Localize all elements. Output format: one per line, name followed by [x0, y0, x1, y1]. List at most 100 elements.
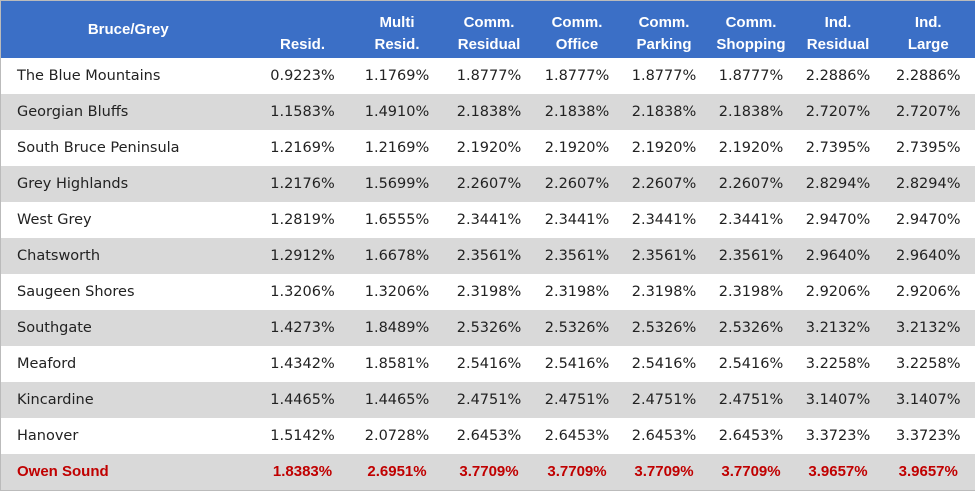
rate-cell: 1.4465% — [349, 381, 445, 418]
rate-cell: 0.9223% — [270, 67, 335, 84]
rate-cell: 1.8489% — [349, 309, 445, 346]
table-row: South Bruce Peninsula 1.2169% 1.2169% 2.192… — [1, 130, 975, 166]
rate-cell: 2.1920% — [456, 139, 522, 156]
rate-cell: 1.3206% — [270, 283, 335, 300]
rate-cell: 1.2819% — [270, 211, 335, 228]
rate-cell: 3.1407% — [881, 381, 975, 418]
municipality-cell: Georgian Bluffs — [0, 93, 256, 130]
rate-cell: 2.2886% — [895, 67, 961, 84]
rate-cell: 1.2176% — [255, 165, 350, 202]
rate-cell: 2.6453% — [631, 427, 697, 444]
rate-cell: 2.2607% — [620, 165, 708, 202]
rate-cell: 2.1920% — [718, 139, 784, 156]
rate-cell: 2.7395% — [895, 139, 961, 156]
rate-cell: 2.3561% — [620, 237, 708, 274]
rate-cell: 1.6555% — [364, 211, 430, 228]
rate-cell: 2.3198% — [544, 283, 610, 300]
table-row: Hanover 1.5142% 2.0728% 2.6453% 2.6453% 2.645… — [1, 418, 975, 454]
rate-cell: 2.5416% — [718, 355, 784, 372]
rate-cell: 2.3441% — [456, 211, 522, 228]
rate-cell: 2.9470% — [895, 211, 961, 228]
rate-cell: 1.8777% — [631, 67, 697, 84]
rate-cell: 2.3198% — [631, 283, 697, 300]
rate-cell: 2.7395% — [805, 139, 871, 156]
rate-cell: 2.3441% — [718, 211, 784, 228]
rate-cell: 2.5416% — [631, 355, 697, 372]
column-header: Resid. — [255, 0, 350, 58]
rate-cell: 1.5142% — [270, 427, 335, 444]
rate-cell: 2.9640% — [794, 237, 882, 274]
municipality-cell: Kincardine — [0, 381, 256, 418]
rate-cell: 2.6951% — [349, 453, 445, 491]
rate-cell: 2.3561% — [533, 237, 621, 274]
table-row: Grey Highlands 1.2176% 1.5699% 2.2607% 2.260… — [0, 165, 975, 202]
rate-cell: 2.1838% — [444, 93, 534, 130]
column-header: Ind. Residual — [794, 0, 882, 58]
table-row: Saugeen Shores 1.3206% 1.3206% 2.3198% 2.319… — [1, 274, 975, 310]
municipality-cell: Chatsworth — [0, 237, 256, 274]
rate-cell: 3.9657% — [794, 453, 882, 491]
rate-cell: 2.3198% — [456, 283, 522, 300]
rate-cell: 1.1583% — [255, 93, 350, 130]
municipality-cell: The Blue Mountains — [17, 67, 161, 84]
rate-cell: 3.2132% — [881, 309, 975, 346]
rate-cell: 2.5326% — [707, 309, 795, 346]
column-header: Comm. Residual — [444, 0, 534, 58]
rate-cell: 2.0728% — [364, 427, 430, 444]
table-header: Bruce/Grey Resid. Multi Resid. Comm. Residu… — [0, 0, 975, 58]
rate-cell: 2.9206% — [895, 283, 961, 300]
rate-cell: 1.8777% — [456, 67, 522, 84]
rate-cell: 2.9206% — [805, 283, 871, 300]
rate-cell: 1.3206% — [364, 283, 430, 300]
table-body: The Blue Mountains 0.9223% 1.1769% 1.8777% 1… — [0, 58, 975, 491]
rate-cell: 2.4751% — [444, 381, 534, 418]
rate-cell: 1.5699% — [349, 165, 445, 202]
rate-cell: 2.5416% — [456, 355, 522, 372]
rate-cell: 2.5326% — [533, 309, 621, 346]
municipality-cell: Meaford — [17, 355, 77, 372]
rate-cell: 1.8777% — [544, 67, 610, 84]
municipality-cell: Owen Sound — [0, 453, 256, 491]
rate-cell: 2.6453% — [718, 427, 784, 444]
rate-cell: 2.4751% — [533, 381, 621, 418]
rate-cell: 2.8294% — [881, 165, 975, 202]
rate-cell: 3.3723% — [805, 427, 871, 444]
rate-cell: 2.1838% — [707, 93, 795, 130]
rate-cell: 1.2169% — [364, 139, 430, 156]
rate-cell: 2.2886% — [805, 67, 871, 84]
rate-cell: 2.2607% — [533, 165, 621, 202]
table-row: The Blue Mountains 0.9223% 1.1769% 1.8777% 1… — [1, 58, 975, 94]
table-row: Owen Sound 1.8383% 2.6951% 3.7709% 3.7709% 3.… — [0, 453, 975, 491]
rate-cell: 1.6678% — [349, 237, 445, 274]
rate-cell: 1.8581% — [364, 355, 430, 372]
table-row: Kincardine 1.4465% 1.4465% 2.4751% 2.4751% 2.… — [0, 381, 975, 418]
rate-cell: 1.2169% — [270, 139, 335, 156]
rate-cell: 3.1407% — [794, 381, 882, 418]
table-row: Chatsworth 1.2912% 1.6678% 2.3561% 2.3561% 2.… — [0, 237, 975, 274]
rate-cell: 3.7709% — [444, 453, 534, 491]
rate-cell: 3.2258% — [895, 355, 961, 372]
table-row: Meaford 1.4342% 1.8581% 2.5416% 2.5416% 2.541… — [1, 346, 975, 382]
rate-cell: 2.1838% — [533, 93, 621, 130]
rate-cell: 3.7709% — [707, 453, 795, 491]
rate-cell: 2.5416% — [544, 355, 610, 372]
municipality-cell: Saugeen Shores — [17, 283, 135, 300]
rate-cell: 2.5326% — [444, 309, 534, 346]
rate-cell: 2.3441% — [631, 211, 697, 228]
municipality-cell: West Grey — [17, 211, 92, 228]
rate-cell: 1.4342% — [270, 355, 335, 372]
column-header: Bruce/Grey — [0, 0, 256, 58]
rate-cell: 3.3723% — [895, 427, 961, 444]
table-row: West Grey 1.2819% 1.6555% 2.3441% 2.3441% 2.3… — [1, 202, 975, 238]
rate-cell: 1.4273% — [255, 309, 350, 346]
rate-cell: 1.4465% — [255, 381, 350, 418]
rate-cell: 2.3561% — [444, 237, 534, 274]
rate-cell: 2.3561% — [707, 237, 795, 274]
header-row: Bruce/Grey Resid. Multi Resid. Comm. Residu… — [0, 0, 975, 58]
rate-cell: 1.4910% — [349, 93, 445, 130]
rate-cell: 2.9640% — [881, 237, 975, 274]
rate-cell: 2.4751% — [620, 381, 708, 418]
rate-cell: 2.1920% — [544, 139, 610, 156]
